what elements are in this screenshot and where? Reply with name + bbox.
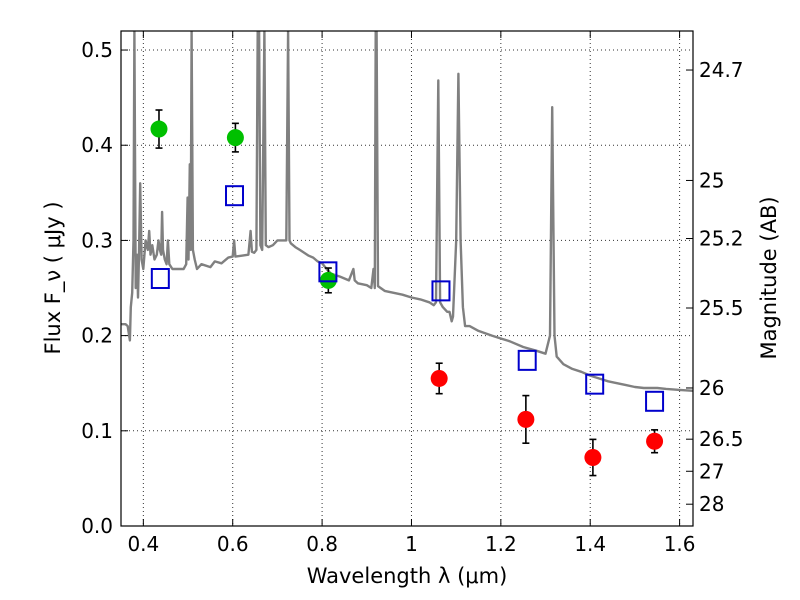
data-point: [150, 120, 168, 138]
y-tick-label: 0.5: [81, 38, 113, 62]
model-point: [318, 261, 338, 283]
x-tick-label: 0.8: [306, 532, 338, 556]
data-point: [517, 410, 535, 428]
plot-frame: [120, 30, 694, 527]
y-tick-label: 0.0: [81, 514, 113, 538]
x-tick-label: 1: [405, 532, 418, 556]
right-tick-label: 25: [699, 168, 724, 192]
right-tick-label: 26.5: [699, 427, 744, 451]
x-tick-label: 1.6: [664, 532, 696, 556]
right-tick-label: 25.2: [699, 227, 744, 251]
model-point: [225, 185, 245, 207]
x-axis-label: Wavelength λ (μm): [307, 564, 508, 588]
markers: [150, 109, 665, 477]
spectrum: [121, 31, 693, 392]
data-point: [430, 369, 448, 387]
axes: 0.4 0.6 0.8 1 1.2 1.4 1.6 0.0 0.1 0.2 0.3 0.4 0.5 24.…: [81, 31, 744, 556]
x-tick-label: 0.6: [217, 532, 249, 556]
y-axis-label: Flux F_ν ( μJy ): [41, 201, 66, 354]
model-point: [150, 268, 170, 289]
x-tick-label: 1.4: [574, 532, 606, 556]
right-tick-label: 25.5: [699, 296, 744, 320]
y-tick-label: 0.1: [81, 419, 113, 443]
grid: [121, 31, 693, 527]
right-tick-label: 27: [699, 459, 724, 483]
right-tick-label: 28: [699, 492, 724, 516]
right-axis-label: Magnitude (AB): [757, 196, 781, 359]
model-point: [585, 373, 605, 395]
right-tick-label: 26: [699, 376, 724, 400]
y-tick-label: 0.2: [81, 324, 113, 348]
model-point: [645, 390, 665, 412]
x-tick-label: 0.4: [127, 532, 159, 556]
x-tick-label: 1.2: [485, 532, 517, 556]
y-tick-label: 0.4: [81, 133, 113, 157]
y-tick-label: 0.3: [81, 228, 113, 252]
model-point: [517, 349, 537, 371]
right-tick-label: 24.7: [699, 58, 744, 82]
data-point: [226, 129, 244, 147]
data-point: [584, 448, 602, 466]
data-point: [646, 432, 664, 450]
spectrum-line: [121, 31, 693, 392]
model-point: [431, 280, 451, 302]
